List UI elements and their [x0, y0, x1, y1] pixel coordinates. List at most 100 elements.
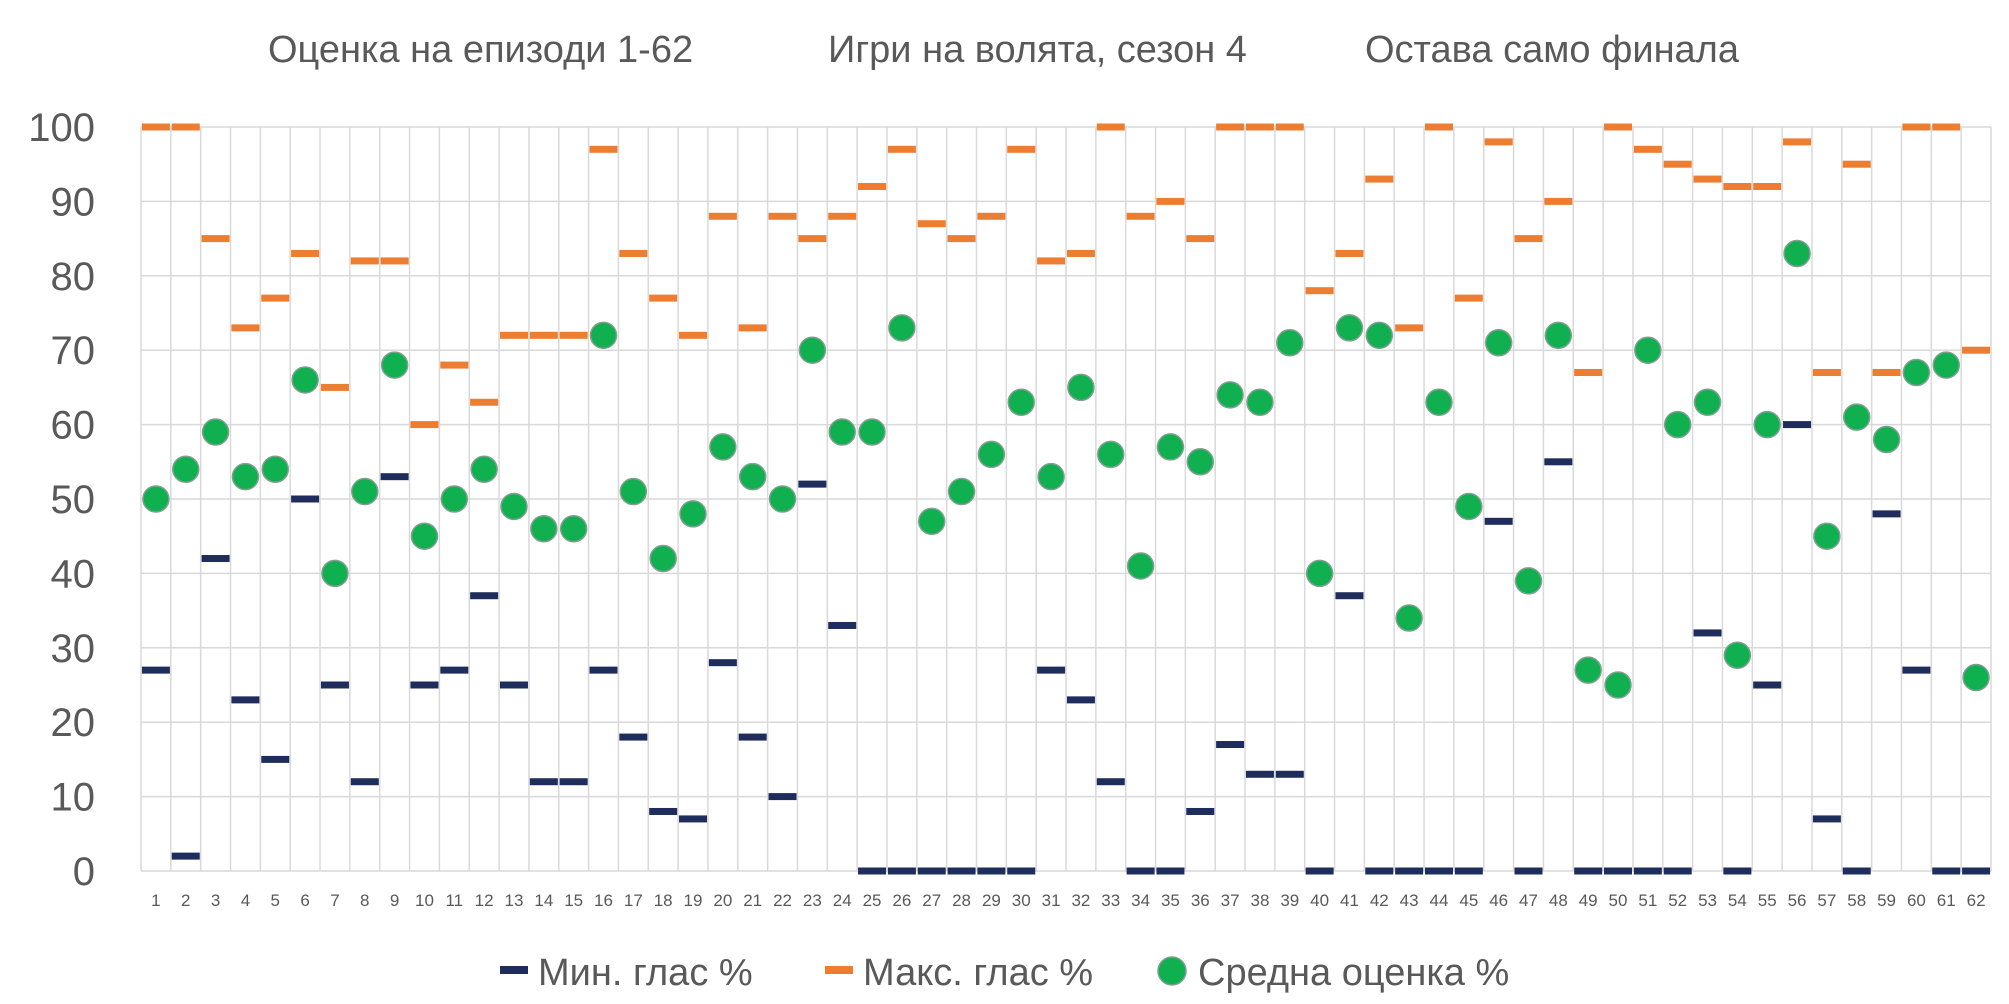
- min-vote-mark: [1932, 867, 1961, 875]
- x-tick-label: 60: [1907, 891, 1926, 910]
- min-vote-mark: [350, 778, 379, 786]
- max-vote-mark: [261, 294, 290, 302]
- x-tick-label: 27: [922, 891, 941, 910]
- min-vote-mark: [1156, 867, 1185, 875]
- y-tick-label: 100: [28, 106, 95, 150]
- max-vote-mark: [231, 324, 260, 332]
- max-vote-mark: [1245, 123, 1274, 131]
- min-vote-mark: [1066, 696, 1095, 704]
- min-vote-mark: [410, 681, 439, 689]
- min-vote-mark: [1275, 770, 1304, 778]
- max-vote-mark: [1604, 123, 1633, 131]
- avg-score-point: [1693, 388, 1722, 417]
- max-vote-mark: [1066, 249, 1095, 257]
- max-vote-mark: [1514, 235, 1543, 243]
- avg-score-point: [1246, 388, 1274, 417]
- max-vote-mark: [470, 398, 499, 406]
- max-vote-mark: [1633, 145, 1662, 153]
- min-vote-mark: [977, 867, 1006, 875]
- x-tick-label: 5: [271, 891, 280, 910]
- avg-score-point: [768, 485, 797, 513]
- max-vote-mark: [1484, 138, 1513, 146]
- x-tick-label: 24: [833, 891, 852, 910]
- x-tick-label: 61: [1937, 891, 1956, 910]
- legend-label-min: Мин. глас %: [538, 952, 753, 994]
- max-vote-mark: [350, 257, 379, 265]
- max-vote-mark: [977, 212, 1006, 220]
- avg-score-point: [1872, 425, 1901, 454]
- max-vote-mark: [1723, 183, 1752, 191]
- min-vote-mark: [1574, 867, 1603, 875]
- max-vote-mark: [499, 331, 528, 339]
- min-vote-mark: [1753, 681, 1782, 689]
- series-min: [141, 421, 1991, 875]
- min-vote-mark: [589, 666, 618, 674]
- x-tick-label: 52: [1668, 891, 1687, 910]
- min-vote-mark: [1902, 666, 1931, 674]
- avg-score-point: [1186, 448, 1215, 476]
- min-vote-mark: [559, 778, 588, 786]
- max-vote-mark: [1186, 235, 1215, 243]
- avg-score-point: [858, 418, 886, 446]
- x-tick-label: 35: [1161, 891, 1180, 910]
- avg-score-point: [1097, 440, 1125, 469]
- max-vote-mark: [1216, 123, 1245, 131]
- max-vote-mark: [1753, 183, 1782, 191]
- min-vote-mark: [1783, 421, 1812, 429]
- max-vote-mark: [1693, 175, 1722, 183]
- x-tick-label: 18: [654, 891, 673, 910]
- x-tick-label: 19: [684, 891, 703, 910]
- avg-score-point: [261, 455, 290, 483]
- max-vote-mark: [1424, 123, 1453, 131]
- avg-score-point: [530, 515, 558, 543]
- max-vote-mark: [589, 145, 618, 153]
- avg-score-point: [947, 477, 976, 506]
- min-vote-mark: [1663, 867, 1692, 875]
- avg-score-point: [649, 544, 677, 573]
- y-tick-label: 40: [51, 552, 96, 596]
- avg-score-point: [1305, 559, 1334, 588]
- min-vote-mark: [1693, 629, 1722, 637]
- avg-score-point: [470, 455, 498, 483]
- min-vote-mark: [1305, 867, 1334, 875]
- avg-score-point: [1634, 336, 1662, 364]
- avg-score-point: [1663, 410, 1692, 439]
- max-vote-mark: [1007, 145, 1036, 153]
- x-tick-label: 32: [1071, 891, 1090, 910]
- legend-label-max: Макс. глас %: [863, 952, 1093, 994]
- max-vote-mark: [1663, 160, 1692, 168]
- title-part-2: Игри на волята, сезон 4: [828, 29, 1247, 71]
- avg-score-point: [410, 522, 439, 550]
- max-vote-mark: [858, 183, 887, 191]
- avg-score-point: [1216, 381, 1244, 409]
- min-vote-mark: [201, 555, 230, 563]
- x-tick-label: 29: [982, 891, 1001, 910]
- max-vote-mark: [1902, 123, 1931, 131]
- avg-score-point: [172, 455, 200, 483]
- max-vote-mark: [1395, 324, 1424, 332]
- x-tick-label: 14: [534, 891, 553, 910]
- max-vote-mark: [1783, 138, 1812, 146]
- avg-score-point: [321, 559, 349, 588]
- x-tick-label: 55: [1758, 891, 1777, 910]
- max-vote-mark: [798, 235, 827, 243]
- min-vote-mark: [887, 867, 916, 875]
- x-tick-label: 1: [151, 891, 160, 910]
- min-vote-mark: [529, 778, 558, 786]
- max-vote-mark: [1872, 369, 1901, 377]
- max-vote-mark: [1544, 197, 1573, 205]
- avg-score-point: [679, 500, 707, 528]
- min-vote-mark: [440, 666, 469, 674]
- max-vote-mark: [1932, 123, 1961, 131]
- min-vote-mark: [380, 473, 409, 481]
- avg-score-point: [1156, 433, 1185, 461]
- max-vote-mark: [559, 331, 588, 339]
- x-tick-label: 43: [1400, 891, 1419, 910]
- avg-score-point: [440, 485, 469, 513]
- max-vote-mark: [649, 294, 678, 302]
- x-tick-label: 47: [1519, 891, 1538, 910]
- x-tick-label: 20: [713, 891, 732, 910]
- min-vote-mark: [261, 755, 290, 763]
- avg-score-point: [1514, 567, 1543, 595]
- min-vote-mark: [1454, 867, 1483, 875]
